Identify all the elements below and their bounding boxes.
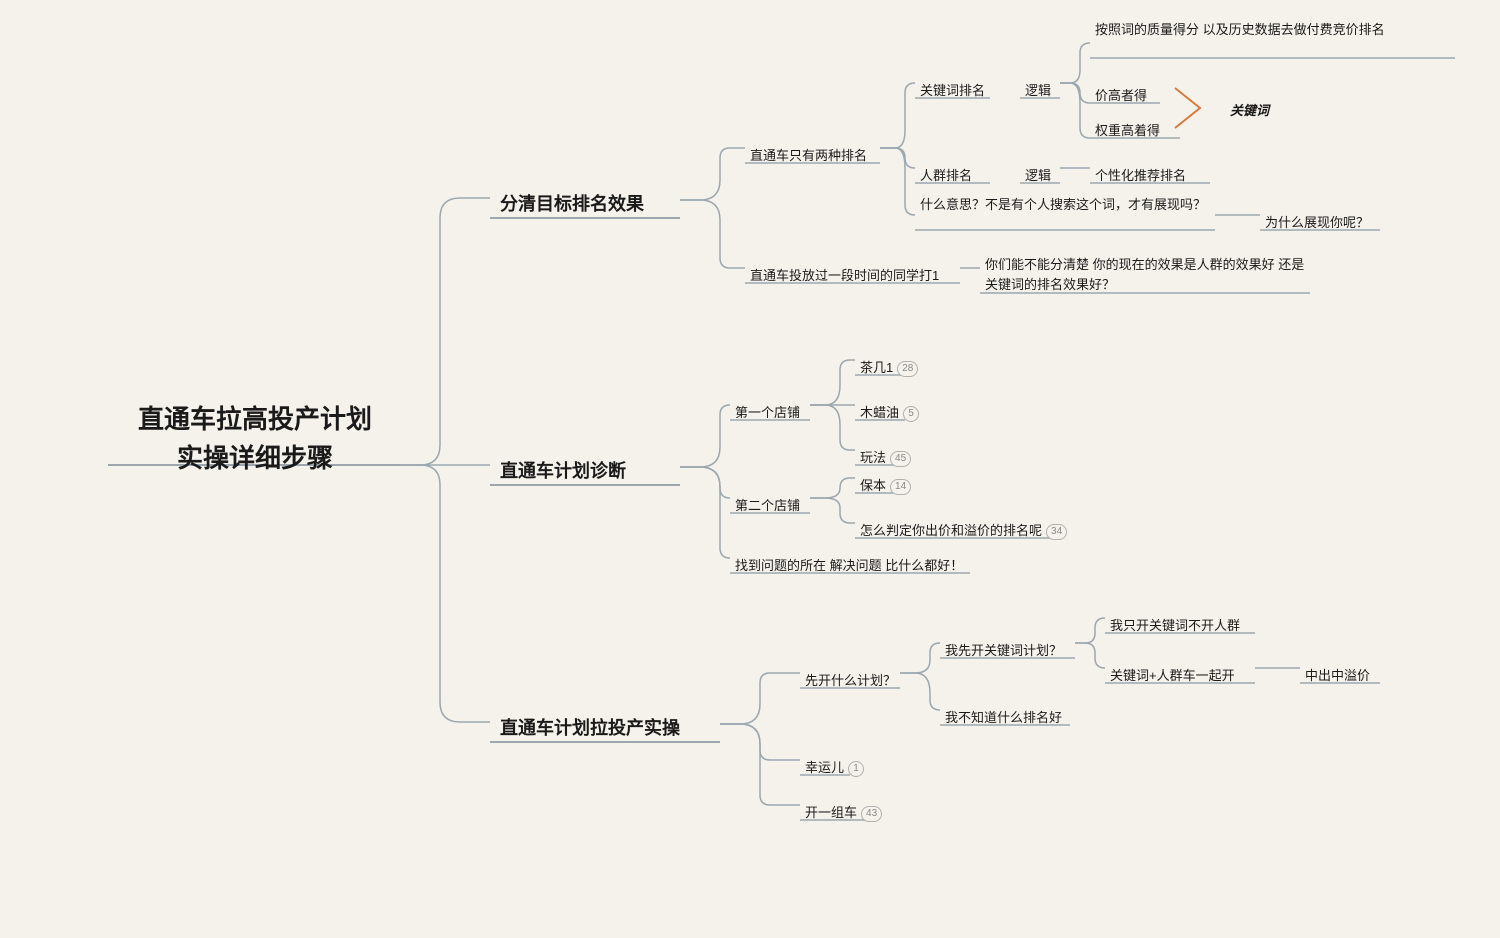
b2-n1c: 玩法 45 <box>860 447 911 467</box>
b3-n3-text: 开一组车 <box>805 805 857 820</box>
branch2-title: 直通车计划诊断 <box>500 457 626 483</box>
b2-n1c-text: 玩法 <box>860 450 886 465</box>
b3-n1a-ii-x: 中出中溢价 <box>1305 665 1370 684</box>
badge: 5 <box>903 406 919 422</box>
b1-keyword: 关键词 <box>1230 100 1269 119</box>
badge: 34 <box>1046 524 1067 540</box>
b3-n3: 开一组车 43 <box>805 802 882 822</box>
branch1-title: 分清目标排名效果 <box>500 190 644 216</box>
badge: 1 <box>848 761 864 777</box>
b2-n2: 第二个店铺 <box>735 495 800 514</box>
badge: 45 <box>890 451 911 467</box>
badge: 43 <box>861 806 882 822</box>
b3-n1a: 我先开关键词计划？ <box>945 640 1062 659</box>
b2-n2a-text: 保本 <box>860 478 886 493</box>
b3-n1: 先开什么计划？ <box>805 670 896 689</box>
badge: 28 <box>897 361 918 377</box>
b1-n1: 直通车只有两种排名 <box>750 145 867 164</box>
branch3-title: 直通车计划拉投产实操 <box>500 714 680 740</box>
b1-n1b-logic: 逻辑 <box>1025 165 1051 184</box>
b1-n1a-logic: 逻辑 <box>1025 80 1051 99</box>
b2-n1b: 木蜡油 5 <box>860 402 919 422</box>
b2-n1a: 茶几1 28 <box>860 357 918 377</box>
b1-n1a-iii: 权重高着得 <box>1095 120 1160 139</box>
b2-n2b-text: 怎么判定你出价和溢价的排名呢 <box>860 523 1042 538</box>
b1-n2-i: 你们能不能分清楚 你的现在的效果是人群的效果好 还是关键词的排名效果好？ <box>985 255 1305 294</box>
root-node: 直通车拉高投产计划 实操详细步骤 <box>110 400 400 478</box>
b1-n2: 直通车投放过一段时间的同学打1 <box>750 265 939 284</box>
root-line1: 直通车拉高投产计划 <box>110 400 400 439</box>
b2-n1a-text: 茶几1 <box>860 360 893 375</box>
b2-n2a: 保本 14 <box>860 475 911 495</box>
b2-n1: 第一个店铺 <box>735 402 800 421</box>
b2-n2b: 怎么判定你出价和溢价的排名呢 34 <box>860 520 1067 540</box>
b3-n1a-i: 我只开关键词不开人群 <box>1110 615 1240 634</box>
b3-n1a-ii: 关键词+人群车一起开 <box>1110 665 1235 684</box>
b1-n1a-ii: 价高者得 <box>1095 85 1147 104</box>
b1-n1a: 关键词排名 <box>920 80 985 99</box>
b1-n1a-i: 按照词的质量得分 以及历史数据去做付费竞价排名 <box>1095 20 1455 40</box>
b1-n1b: 人群排名 <box>920 165 972 184</box>
b3-n1b: 我不知道什么排名好 <box>945 707 1062 726</box>
b2-n1b-text: 木蜡油 <box>860 405 899 420</box>
b1-n1c-i: 为什么展现你呢？ <box>1265 212 1369 231</box>
b3-n2: 幸运儿 1 <box>805 757 864 777</box>
root-line2: 实操详细步骤 <box>110 439 400 478</box>
b1-n1c: 什么意思？不是有个人搜索这个词，才有展现吗？ <box>920 195 1210 215</box>
b1-n1b-i: 个性化推荐排名 <box>1095 165 1186 184</box>
b2-n3: 找到问题的所在 解决问题 比什么都好！ <box>735 555 963 574</box>
b3-n2-text: 幸运儿 <box>805 760 844 775</box>
badge: 14 <box>890 479 911 495</box>
